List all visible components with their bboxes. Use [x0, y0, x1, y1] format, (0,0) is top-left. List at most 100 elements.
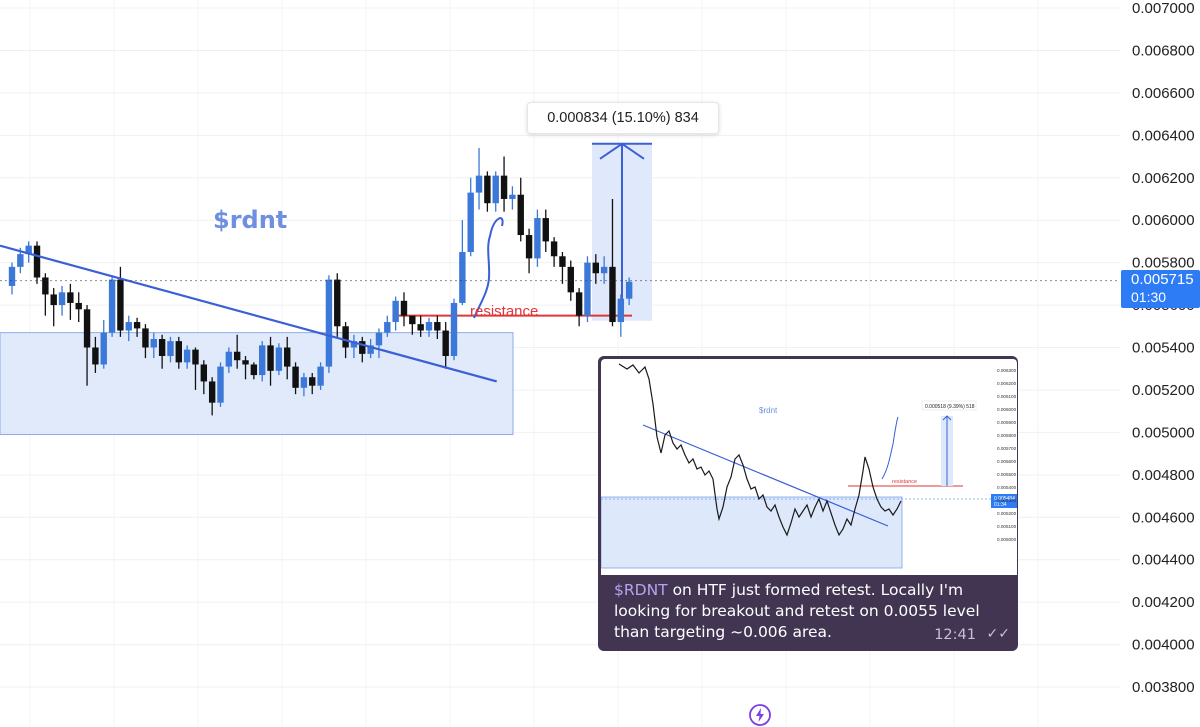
inset-projection — [881, 416, 899, 480]
inset-price-tag-time: 01:34 — [994, 502, 1007, 508]
candle-body — [400, 300, 408, 316]
candle-body — [334, 279, 341, 327]
inset-y-tick-label: 0.005900 — [997, 420, 1017, 425]
inset-y-tick-label: 0.005000 — [997, 537, 1017, 542]
inset-y-tick-label: 0.006100 — [997, 394, 1017, 399]
candle-body — [259, 345, 266, 376]
inset-trendline — [642, 424, 889, 527]
candle-body — [58, 292, 66, 306]
y-tick-label: 0.005200 — [1132, 382, 1195, 399]
inset-chart-image: $rdnt resistance 0.000518 (9.39%) 518 0.… — [600, 359, 1017, 575]
candle-body — [309, 377, 316, 386]
inset-price-tag — [991, 494, 1017, 508]
inset-y-tick-label: 0.005400 — [997, 485, 1017, 490]
candle-body — [300, 377, 308, 388]
candle-body — [517, 194, 524, 236]
measure-label: 0.000834 (15.10%) 834 — [527, 102, 719, 134]
inset-support-zone — [600, 496, 903, 569]
y-tick-label: 0.006800 — [1132, 42, 1195, 59]
candle-body — [567, 266, 574, 293]
candle-body — [600, 266, 608, 274]
y-tick-label: 0.004600 — [1132, 509, 1195, 526]
candle-body — [25, 245, 32, 255]
candle-body — [550, 241, 558, 257]
y-tick-label: 0.006000 — [1132, 212, 1195, 229]
y-tick-label: 0.005800 — [1132, 255, 1195, 272]
candle-body — [359, 341, 366, 354]
inset-y-tick-label: 0.005800 — [997, 433, 1017, 438]
support-zone — [0, 332, 514, 435]
current-price-tag: 0.005715 01:30 — [1121, 270, 1200, 308]
candle-body — [584, 262, 591, 316]
candle-body — [542, 218, 549, 242]
inset-y-tick-label: 0.005500 — [997, 472, 1017, 477]
candle-body — [233, 351, 241, 361]
inset-y-tick-label: 0.006300 — [997, 368, 1017, 373]
candle-body — [150, 339, 157, 348]
lightning-bolt-icon[interactable] — [748, 703, 772, 727]
candle-body — [67, 292, 74, 303]
candle-body — [317, 366, 324, 386]
candle-body — [292, 366, 299, 388]
candle-countdown: 01:30 — [1131, 289, 1167, 305]
chart-title: $rdnt — [213, 206, 287, 234]
candle-body — [75, 302, 82, 310]
inset-price-tag-value: 0.005484 — [994, 496, 1015, 502]
candle-body — [83, 309, 91, 348]
y-tick-label: 0.004800 — [1132, 467, 1195, 484]
candle-body — [492, 175, 499, 204]
message-body: on HTF just formed retest. Locally I'm l… — [614, 581, 980, 641]
candle-body — [367, 345, 374, 354]
candle-body — [509, 194, 516, 199]
candle-body — [375, 332, 383, 346]
inset-y-tick-label: 0.006200 — [997, 381, 1017, 386]
read-receipt-icon: ✓✓ — [986, 626, 1010, 642]
y-tick-label: 0.005400 — [1132, 340, 1195, 357]
candle-body — [592, 262, 599, 274]
candle-body — [575, 292, 583, 316]
candle-body — [125, 322, 132, 331]
inset-resistance-label: resistance — [892, 479, 917, 485]
inset-measure-label-box — [921, 400, 977, 411]
candle-body — [200, 364, 208, 382]
ticker-tag[interactable]: $RDNT — [614, 581, 668, 599]
downtrend-line — [0, 244, 498, 383]
inset-y-tick-label: 0.005300 — [997, 498, 1017, 503]
inset-chart: $rdnt resistance 0.000518 (9.39%) 518 0.… — [600, 363, 1017, 569]
candle-body — [33, 245, 41, 278]
candle-body — [175, 341, 182, 363]
inset-y-axis: 0.006300 0.006200 0.006100 0.006000 0.005900… — [997, 368, 1017, 542]
candle-body — [208, 381, 216, 403]
candle-body — [108, 279, 116, 333]
candle-body — [17, 254, 24, 267]
y-tick-label: 0.006600 — [1132, 85, 1195, 102]
candle-body — [500, 175, 508, 199]
inset-y-tick-label: 0.005600 — [997, 459, 1017, 464]
candles — [8, 148, 633, 416]
y-tick-label: 0.004000 — [1132, 637, 1195, 654]
candle-body — [384, 322, 391, 333]
candle-body — [475, 175, 483, 193]
candle-body — [142, 328, 149, 348]
candle-body — [158, 339, 166, 356]
candle-body — [459, 252, 466, 303]
inset-title: $rdnt — [759, 406, 778, 415]
y-tick-label: 0.004400 — [1132, 552, 1195, 569]
candle-body — [417, 324, 424, 331]
y-tick-label: 0.007000 — [1132, 0, 1195, 17]
candle-body — [434, 322, 441, 331]
candle-body — [167, 341, 174, 356]
candle-body — [250, 364, 258, 376]
candle-body — [467, 192, 474, 253]
candle-body — [409, 315, 416, 325]
inset-arrow-head — [942, 415, 952, 421]
candle-body — [217, 366, 224, 403]
candle-body — [192, 349, 199, 365]
message-time: 12:41 — [934, 627, 976, 643]
message-text: $RDNT on HTF just formed retest. Locally… — [614, 580, 1009, 643]
candle-body — [225, 351, 233, 367]
candle-body — [100, 332, 107, 365]
inset-y-tick-label: 0.005700 — [997, 446, 1017, 451]
candle-body — [442, 330, 449, 356]
